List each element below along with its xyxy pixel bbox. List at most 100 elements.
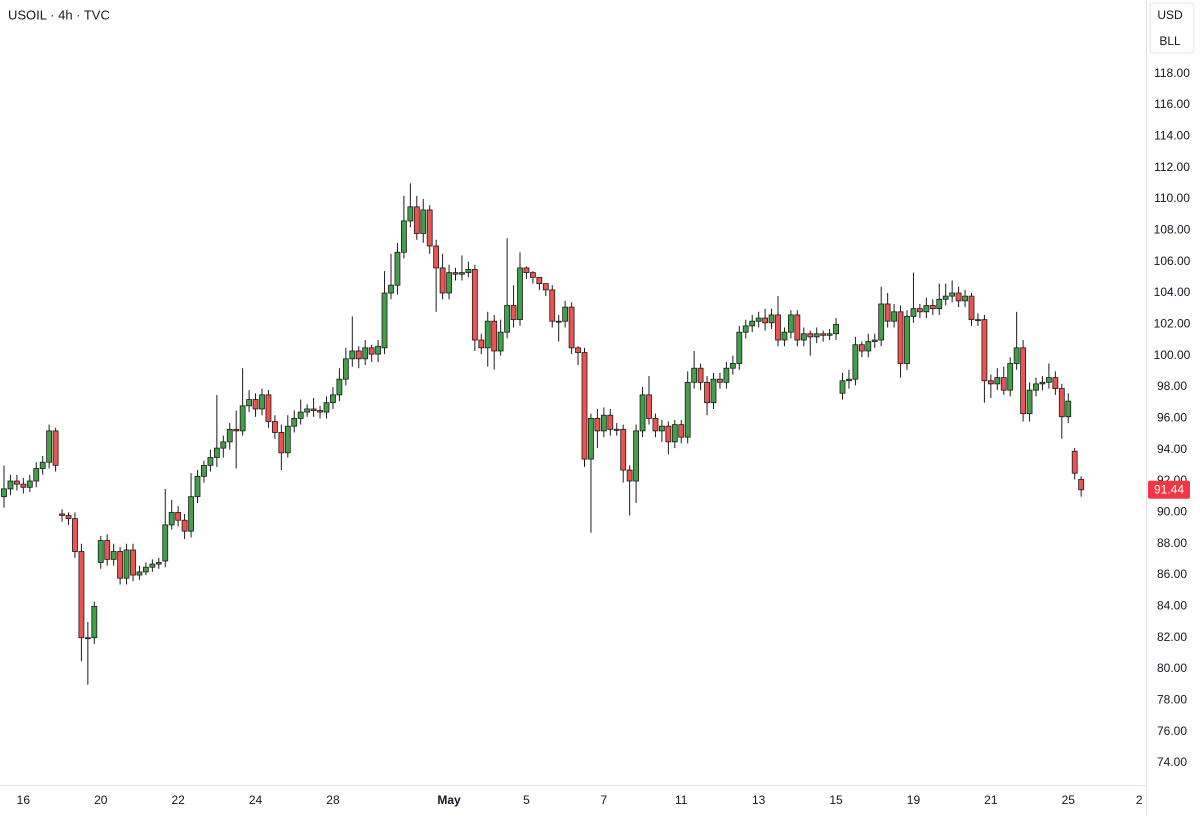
y-tick-label: 74.00 bbox=[1157, 755, 1187, 769]
candle-body bbox=[297, 411, 304, 419]
candle-body bbox=[923, 305, 930, 313]
candle-body bbox=[349, 350, 356, 360]
candle-body bbox=[833, 323, 839, 335]
unit-label: BLL bbox=[1159, 34, 1181, 48]
candle-body bbox=[342, 358, 349, 380]
candle-body bbox=[530, 272, 536, 278]
x-tick-label: 15 bbox=[829, 793, 843, 807]
x-tick-label: May bbox=[437, 793, 461, 807]
y-tick-label: 100.00 bbox=[1154, 348, 1191, 362]
candle-body bbox=[72, 518, 78, 552]
candle-body bbox=[800, 333, 807, 341]
y-tick-label: 106.00 bbox=[1154, 254, 1191, 268]
y-tick-label: 102.00 bbox=[1154, 317, 1191, 331]
candle-body bbox=[484, 320, 491, 349]
candle-body bbox=[762, 317, 768, 324]
x-tick-label: 20 bbox=[94, 793, 108, 807]
candle-body bbox=[175, 511, 182, 521]
candle-body bbox=[717, 378, 723, 383]
y-tick-label: 108.00 bbox=[1154, 223, 1191, 237]
candle-body bbox=[600, 414, 607, 432]
candle-body bbox=[846, 378, 852, 382]
x-tick-label: 21 bbox=[984, 793, 998, 807]
candle-body bbox=[1071, 450, 1078, 474]
candle-body bbox=[942, 295, 949, 300]
x-tick-label: 7 bbox=[601, 793, 608, 807]
candle-body bbox=[542, 283, 549, 291]
candle-body bbox=[355, 350, 362, 360]
candle-body bbox=[581, 352, 588, 460]
candle-body bbox=[549, 289, 556, 322]
currency-label: USD bbox=[1157, 8, 1183, 22]
candle-body bbox=[517, 267, 523, 321]
candle-body bbox=[788, 314, 794, 333]
candle-body bbox=[310, 408, 317, 411]
candle-body bbox=[375, 345, 382, 355]
candle-body bbox=[891, 311, 897, 322]
unit-box[interactable] bbox=[1149, 2, 1195, 54]
candle-body bbox=[1065, 400, 1072, 418]
candle-body bbox=[607, 414, 614, 430]
candle-body bbox=[858, 344, 865, 352]
candle-body bbox=[987, 380, 994, 385]
y-tick-label: 86.00 bbox=[1157, 567, 1187, 581]
candle-body bbox=[1026, 389, 1033, 415]
candle-body bbox=[433, 245, 440, 269]
candle-body bbox=[1007, 363, 1014, 391]
candle-body bbox=[323, 402, 330, 413]
candle-body bbox=[523, 267, 530, 274]
candle-body bbox=[278, 432, 285, 454]
candle-body bbox=[729, 363, 736, 369]
candle-body bbox=[594, 417, 601, 432]
candle-body bbox=[226, 428, 233, 443]
y-tick-label: 78.00 bbox=[1157, 693, 1187, 707]
candle-body bbox=[975, 319, 981, 322]
candle-body bbox=[459, 272, 465, 275]
candle-body bbox=[471, 269, 478, 341]
candle-body bbox=[117, 551, 123, 579]
y-tick-label: 110.00 bbox=[1154, 191, 1190, 205]
candle-body bbox=[420, 209, 427, 234]
candle-body bbox=[904, 316, 910, 364]
candle-body bbox=[749, 320, 756, 327]
candle-body bbox=[1046, 377, 1052, 383]
candle-body bbox=[1033, 383, 1039, 391]
axes: 74.00 76.00 78.00 80.00 82.00 84.00 86.00 88.00… bbox=[17, 66, 1191, 807]
candle-body bbox=[168, 511, 175, 526]
candle-body bbox=[1013, 347, 1020, 364]
candle-body bbox=[968, 295, 975, 321]
candle-body bbox=[897, 311, 904, 364]
candle-body bbox=[981, 319, 988, 382]
candle-body bbox=[149, 563, 156, 568]
candle-body bbox=[220, 441, 227, 449]
candle-body bbox=[813, 333, 820, 338]
candle-body bbox=[84, 637, 91, 640]
candle-body bbox=[575, 347, 581, 353]
y-tick-label: 84.00 bbox=[1157, 599, 1187, 613]
candle-body bbox=[181, 519, 188, 532]
y-tick-label: 116.00 bbox=[1154, 97, 1190, 111]
candle-body bbox=[671, 424, 678, 443]
candle-body bbox=[910, 308, 917, 317]
candle-body bbox=[955, 292, 962, 302]
candle-body bbox=[59, 513, 65, 516]
candle-body bbox=[497, 331, 504, 352]
candle-body bbox=[142, 566, 149, 573]
candle-body bbox=[136, 571, 143, 576]
candle-body bbox=[439, 267, 446, 294]
candle-body bbox=[1058, 388, 1065, 418]
candle-body bbox=[633, 430, 639, 482]
candle-body bbox=[491, 320, 498, 352]
candle-body bbox=[155, 562, 162, 565]
y-tick-label: 112.00 bbox=[1154, 160, 1190, 174]
candle-body bbox=[936, 298, 943, 310]
candle-body bbox=[659, 425, 665, 432]
candle-body bbox=[207, 457, 214, 466]
candle-body bbox=[684, 381, 691, 438]
candle-body bbox=[52, 430, 59, 466]
candle-body bbox=[317, 410, 323, 413]
candle-body bbox=[362, 347, 369, 360]
candle-body bbox=[723, 367, 730, 383]
candle-body bbox=[826, 333, 833, 336]
